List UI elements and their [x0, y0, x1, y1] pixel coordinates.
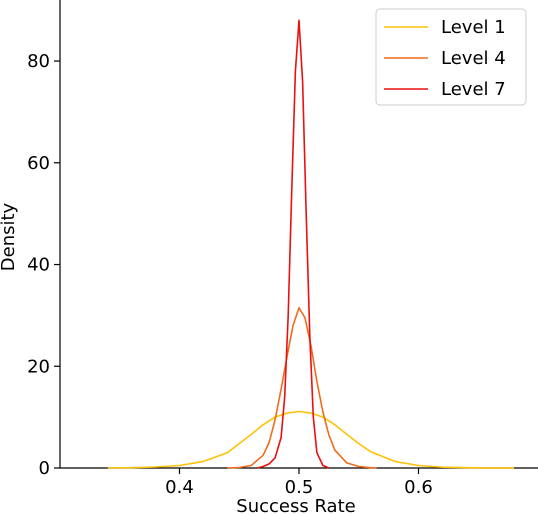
- series-line-level-1: [107, 410, 515, 469]
- y-tick-label: 80: [27, 51, 50, 72]
- legend: Level 1 Level 4 Level 7: [375, 8, 527, 106]
- legend-label: Level 1: [441, 17, 506, 38]
- legend-label: Level 7: [441, 79, 506, 100]
- x-tick-label: 0.5: [285, 477, 314, 498]
- x-tick-label: 0.6: [404, 477, 433, 498]
- y-tick-label: 60: [27, 153, 50, 174]
- y-tick-label: 40: [27, 255, 50, 276]
- legend-label: Level 4: [441, 48, 506, 69]
- x-tick-label: 0.4: [165, 477, 194, 498]
- y-axis-ticks: 0 20 40 60 80: [27, 51, 60, 479]
- series-line-level-4: [227, 306, 377, 469]
- x-axis-label: Success Rate: [236, 496, 355, 514]
- x-axis-ticks: 0.4 0.5 0.6: [165, 468, 433, 498]
- legend-frame: [375, 8, 527, 106]
- series-line-level-7: [257, 19, 330, 469]
- y-tick-label: 20: [27, 356, 50, 377]
- series-lines: [107, 19, 515, 469]
- y-axis-label: Density: [0, 202, 19, 271]
- y-tick-label: 0: [39, 458, 50, 479]
